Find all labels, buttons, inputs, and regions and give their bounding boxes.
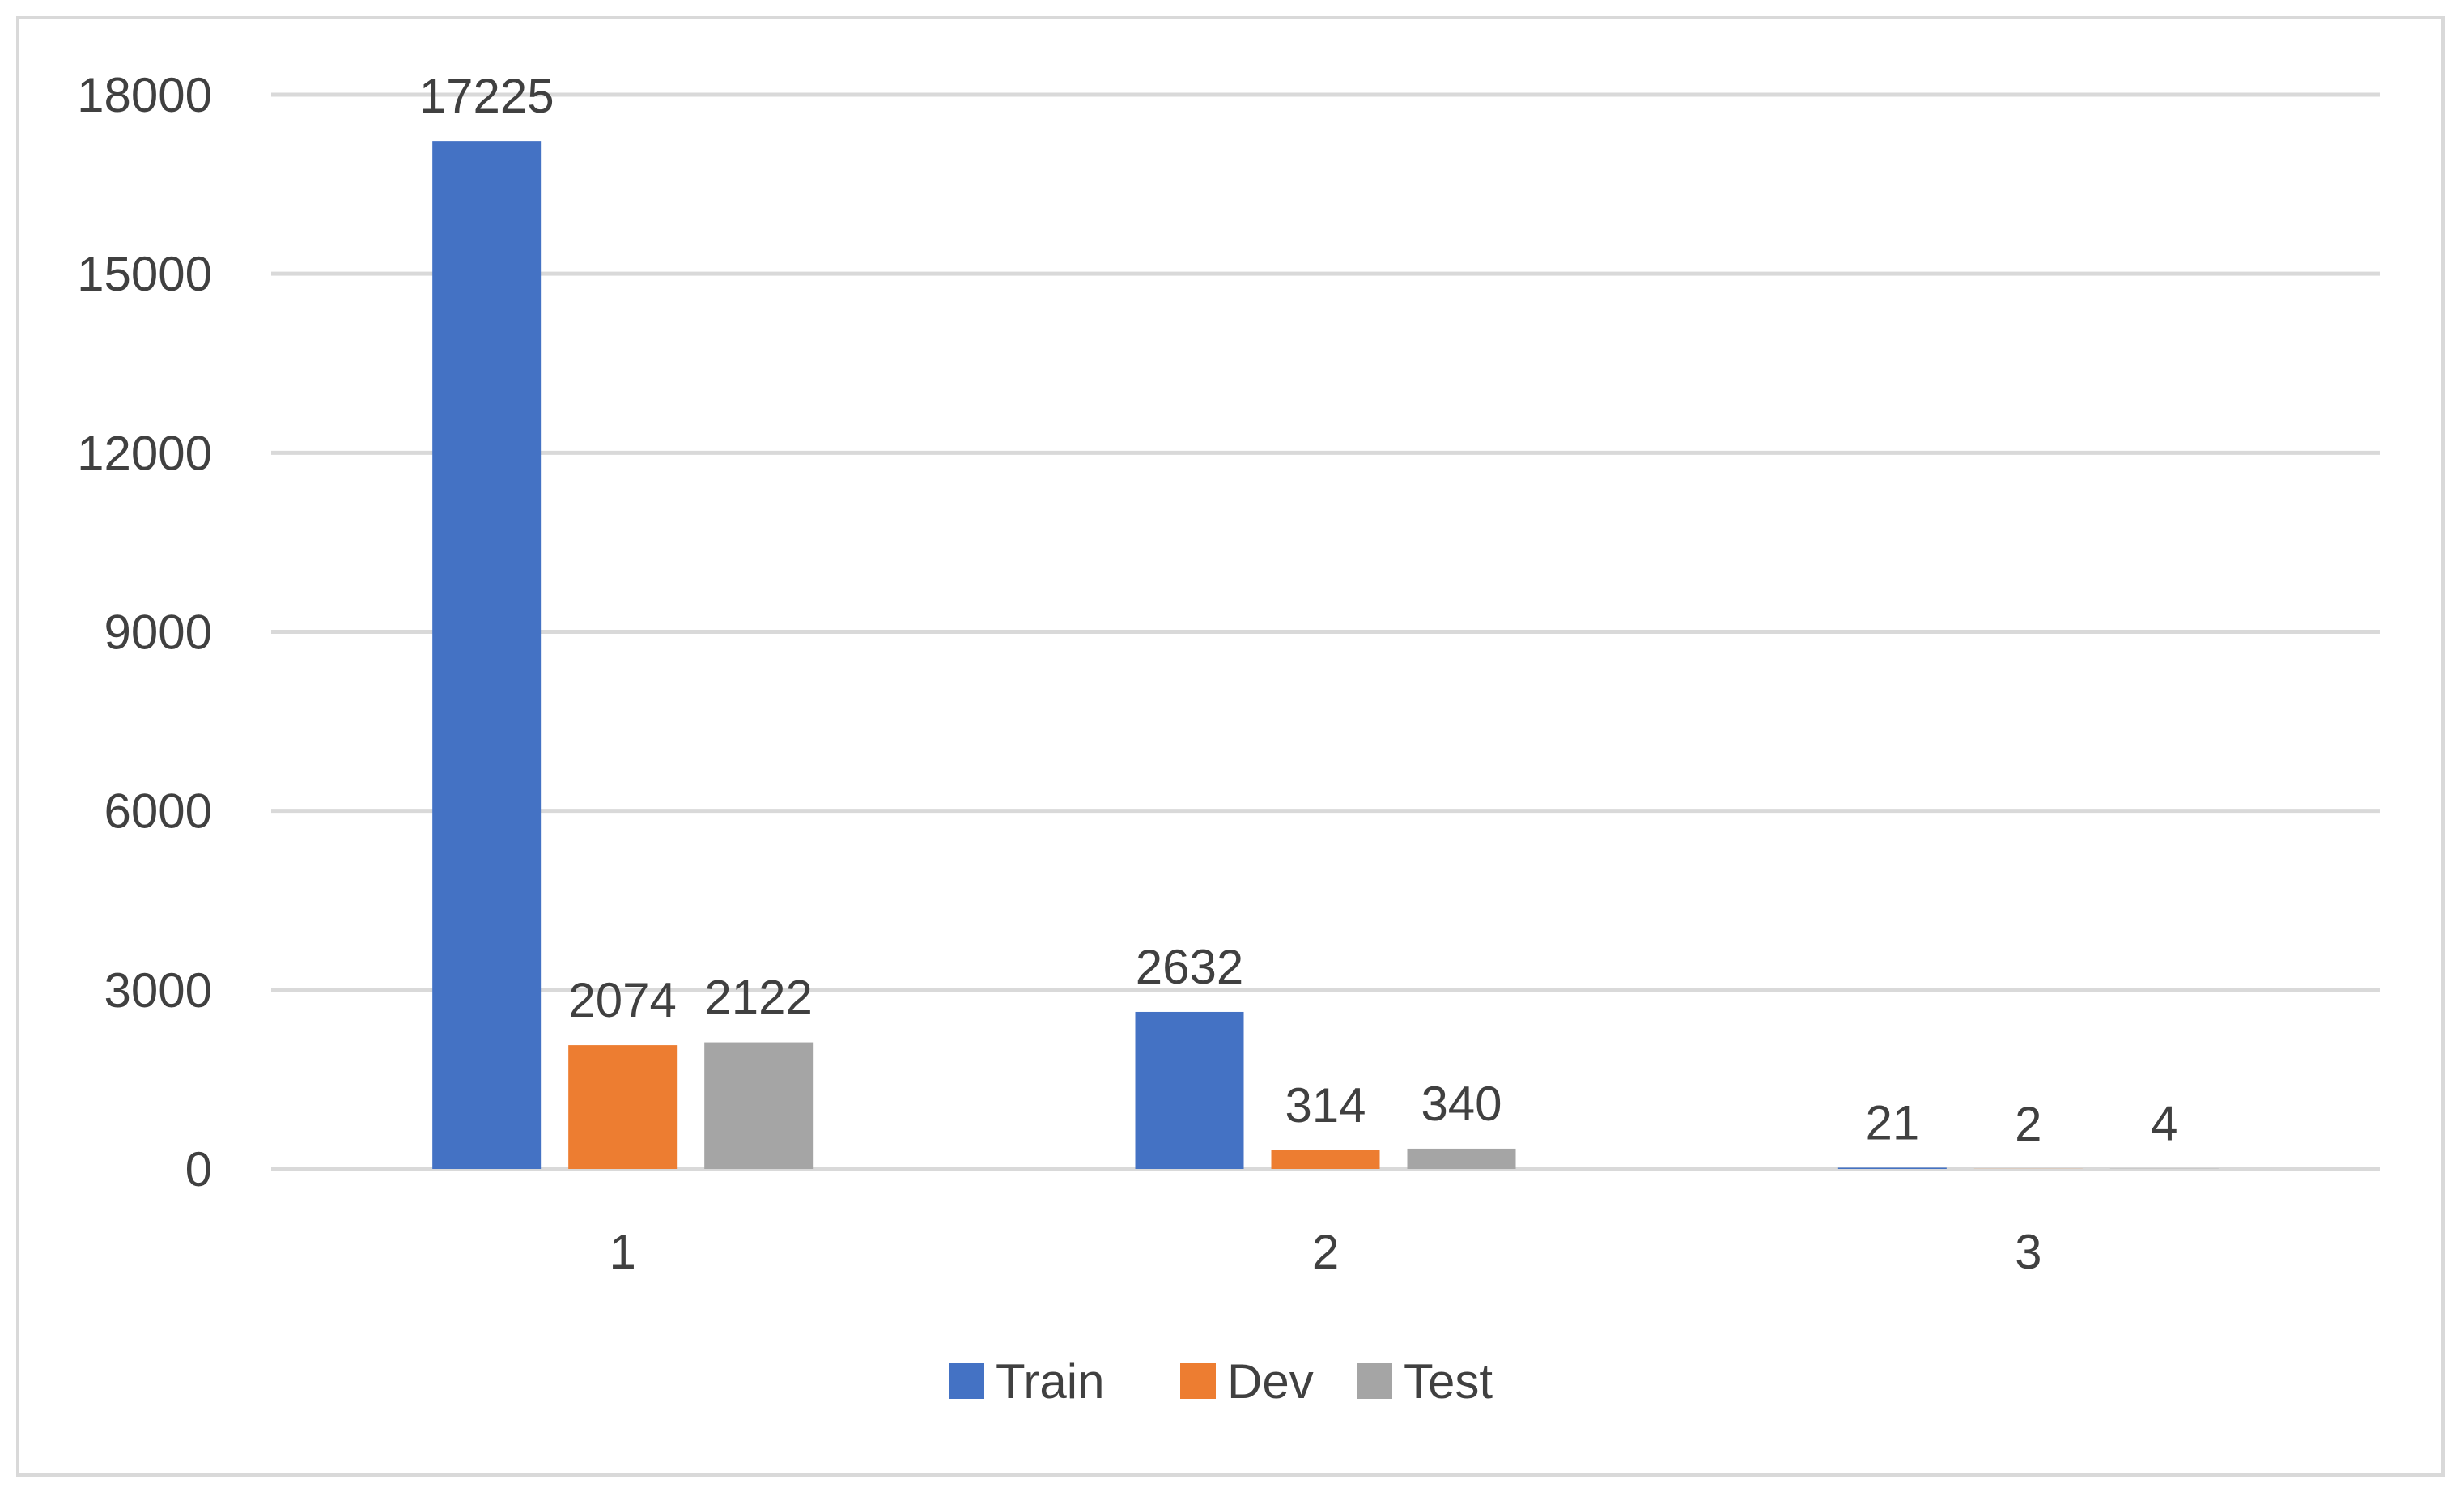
legend-swatch-train bbox=[949, 1363, 984, 1399]
bar-train bbox=[432, 141, 542, 1169]
x-category-label: 2 bbox=[1312, 1225, 1339, 1279]
chart-frame bbox=[16, 16, 2445, 1477]
data-label: 21 bbox=[1865, 1095, 1919, 1150]
data-label: 2632 bbox=[1136, 940, 1243, 994]
bar-test bbox=[1407, 1148, 1516, 1169]
data-label: 314 bbox=[1285, 1078, 1366, 1133]
x-category-label: 1 bbox=[609, 1225, 635, 1279]
bar-train bbox=[1837, 1167, 1947, 1169]
bar-dev bbox=[568, 1045, 678, 1169]
legend-label-dev: Dev bbox=[1227, 1354, 1314, 1409]
legend-swatch-dev bbox=[1180, 1363, 1216, 1399]
y-tick-label: 9000 bbox=[104, 606, 212, 660]
y-tick-label: 18000 bbox=[77, 68, 212, 122]
data-label: 340 bbox=[1421, 1077, 1502, 1131]
x-axis: 1 2 3 bbox=[609, 1225, 2041, 1279]
x-category-label: 3 bbox=[2015, 1225, 2041, 1279]
data-label: 2122 bbox=[704, 971, 812, 1025]
legend-label-test: Test bbox=[1404, 1354, 1493, 1409]
bar-test bbox=[704, 1042, 814, 1169]
y-tick-label: 15000 bbox=[77, 247, 212, 301]
legend: Train Dev Test bbox=[949, 1354, 1493, 1409]
data-label: 17225 bbox=[419, 69, 554, 123]
legend-label-train: Train bbox=[996, 1354, 1104, 1409]
y-tick-label: 3000 bbox=[104, 963, 212, 1018]
legend-swatch-test bbox=[1357, 1363, 1392, 1399]
data-label: 2074 bbox=[568, 973, 676, 1027]
y-axis: 0 3000 6000 9000 12000 15000 18000 bbox=[77, 68, 212, 1196]
data-label: 4 bbox=[2151, 1097, 2177, 1151]
bar-train bbox=[1135, 1011, 1244, 1169]
y-tick-label: 6000 bbox=[104, 784, 212, 839]
data-label: 2 bbox=[2015, 1097, 2041, 1151]
y-tick-label: 12000 bbox=[77, 426, 212, 480]
data-labels: 17225 2074 2122 2632 314 340 21 2 4 bbox=[419, 69, 2178, 1151]
y-tick-label: 0 bbox=[185, 1142, 212, 1196]
bars bbox=[432, 141, 2219, 1169]
bar-dev bbox=[1271, 1150, 1380, 1169]
